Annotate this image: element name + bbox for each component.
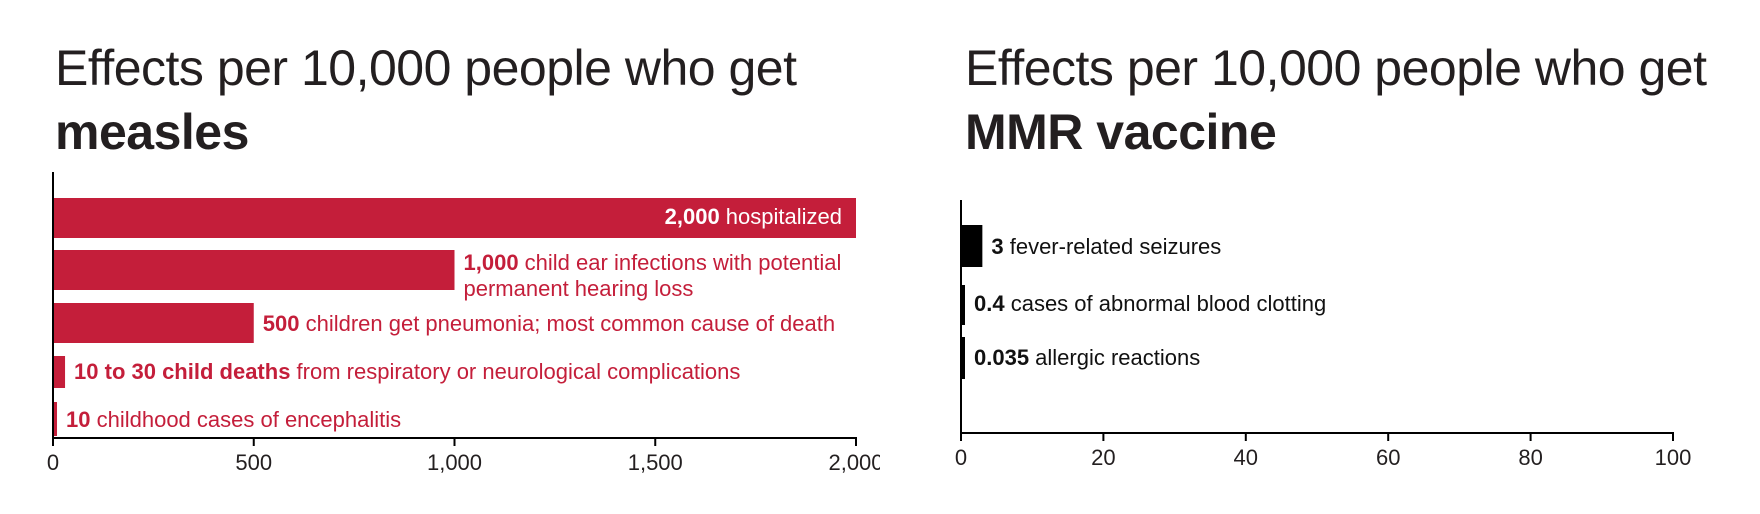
title-emphasis: MMR vaccine <box>965 104 1277 160</box>
data-label: 500 children get pneumonia; most common … <box>263 311 835 336</box>
x-tick-label: 40 <box>1234 445 1258 470</box>
title-emphasis: measles <box>55 104 249 160</box>
data-label-value: 2,000 <box>665 204 720 229</box>
x-tick-label: 1,000 <box>427 450 482 475</box>
measles-chart-panel: Effects per 10,000 people who get measle… <box>47 36 880 475</box>
data-label: 1,000 child ear infections with potentia… <box>464 250 842 301</box>
x-tick-label: 20 <box>1091 445 1115 470</box>
vaccine-bar-chart: 3 fever-related seizures 0.4 cases of abn… <box>955 200 1692 470</box>
x-tick-label: 100 <box>1655 445 1692 470</box>
chart-title: Effects per 10,000 people who get MMR va… <box>965 36 1707 164</box>
data-label: 0.035 allergic reactions <box>974 345 1200 370</box>
bar <box>53 303 254 343</box>
data-label-text: child ear infections with potential <box>519 250 842 275</box>
data-label-value: 0.035 <box>974 345 1029 370</box>
data-label-value: 500 <box>263 311 300 336</box>
bar <box>53 198 856 238</box>
data-label-value: 10 to 30 child deaths <box>74 359 290 384</box>
data-label-text: hospitalized <box>720 204 842 229</box>
x-tick-label: 0 <box>955 445 967 470</box>
data-label: 0.4 cases of abnormal blood clotting <box>974 291 1326 316</box>
title-prefix: Effects per 10,000 people who get <box>55 40 797 96</box>
data-label-text: childhood cases of encephalitis <box>90 407 401 432</box>
bar <box>53 356 66 388</box>
data-label-text: cases of abnormal blood clotting <box>1005 291 1327 316</box>
bar <box>961 225 983 267</box>
data-label-text: children get pneumonia; most common caus… <box>299 311 835 336</box>
bar <box>53 402 58 436</box>
bar <box>961 285 965 325</box>
data-label-text: from respiratory or neurological complic… <box>290 359 740 384</box>
data-label-text: allergic reactions <box>1029 345 1200 370</box>
data-label-text: fever-related seizures <box>1004 234 1222 259</box>
data-label: 10 to 30 child deaths from respiratory o… <box>74 359 740 384</box>
data-label-value: 1,000 <box>464 250 519 275</box>
measles-bar-chart: 2,000 hospitalized 1,000 child ear infect… <box>47 172 880 475</box>
data-label: 3 fever-related seizures <box>991 234 1221 259</box>
title-prefix: Effects per 10,000 people who get <box>965 40 1707 96</box>
data-label: 2,000 hospitalized <box>665 204 842 229</box>
x-tick-label: 500 <box>235 450 272 475</box>
data-label-text-line2: permanent hearing loss <box>464 276 694 301</box>
data-label-value: 10 <box>66 407 90 432</box>
x-tick-label: 1,500 <box>628 450 683 475</box>
bar <box>961 337 965 379</box>
x-tick-label: 60 <box>1376 445 1400 470</box>
data-label: 10 childhood cases of encephalitis <box>66 407 401 432</box>
x-tick-label: 0 <box>47 450 59 475</box>
x-tick-label: 2,000 <box>828 450 880 475</box>
bar <box>53 250 455 290</box>
vaccine-chart-panel: Effects per 10,000 people who get MMR va… <box>880 0 1760 514</box>
data-label-value: 3 <box>991 234 1003 259</box>
data-label-value: 0.4 <box>974 291 1005 316</box>
x-tick-label: 80 <box>1518 445 1542 470</box>
chart-title: Effects per 10,000 people who get measle… <box>55 36 797 164</box>
